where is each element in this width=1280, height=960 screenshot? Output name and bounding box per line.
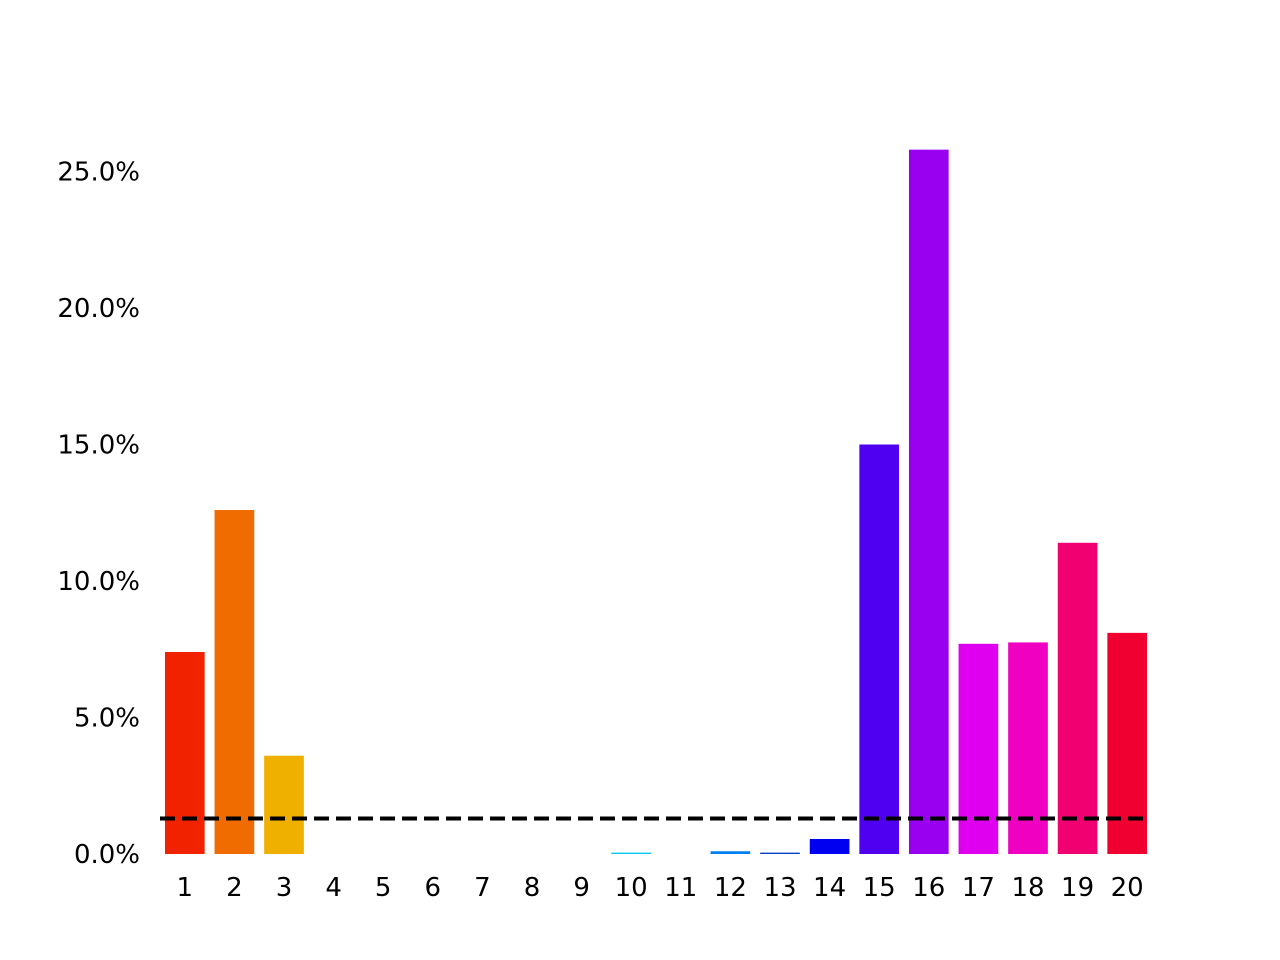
x-tick-label: 10 — [615, 873, 648, 903]
bar-12 — [710, 851, 751, 854]
x-tick-label: 4 — [325, 873, 342, 903]
x-tick-labels: 1 2 3 4 5 6 7 8 9 10 11 12 13 14 15 16 17 18 19 20 — [177, 873, 1144, 903]
x-tick-label: 20 — [1111, 873, 1144, 903]
y-tick-label: 10.0% — [57, 567, 140, 597]
bar-13 — [760, 852, 800, 854]
y-tick-label: 20.0% — [57, 294, 140, 324]
x-tick-label: 13 — [763, 873, 796, 903]
bar-16 — [908, 149, 949, 854]
x-tick-label: 14 — [813, 873, 846, 903]
x-tick-label: 2 — [226, 873, 243, 903]
x-tick-label: 7 — [474, 873, 491, 903]
x-tick-label: 8 — [524, 873, 541, 903]
bar-18 — [1008, 642, 1048, 854]
y-tick-label: 5.0% — [74, 704, 140, 734]
bar-19 — [1057, 542, 1098, 854]
x-tick-label: 18 — [1011, 873, 1044, 903]
bar-10 — [611, 852, 652, 854]
x-tick-label: 5 — [375, 873, 392, 903]
x-tick-label: 19 — [1061, 873, 1094, 903]
x-tick-label: 17 — [962, 873, 995, 903]
y-tick-label: 25.0% — [57, 158, 140, 188]
bar-2 — [214, 510, 255, 854]
x-tick-label: 11 — [664, 873, 697, 903]
x-tick-label: 1 — [177, 873, 194, 903]
y-tick-label: 0.0% — [74, 840, 140, 870]
bar-15 — [859, 444, 900, 854]
x-tick-label: 12 — [714, 873, 747, 903]
bar-14 — [809, 838, 850, 855]
x-tick-label: 16 — [912, 873, 945, 903]
x-tick-label: 3 — [276, 873, 293, 903]
x-tick-label: 9 — [573, 873, 590, 903]
bars-group — [164, 149, 1148, 855]
x-tick-label: 6 — [425, 873, 442, 903]
bar-1 — [164, 651, 205, 854]
x-tick-label: 15 — [863, 873, 896, 903]
bar-3 — [264, 755, 304, 854]
y-tick-labels: 0.0% 5.0% 10.0% 15.0% 20.0% 25.0% — [57, 158, 140, 871]
y-tick-label: 15.0% — [57, 431, 140, 461]
bar-20 — [1107, 632, 1148, 854]
bar-17 — [958, 643, 999, 854]
